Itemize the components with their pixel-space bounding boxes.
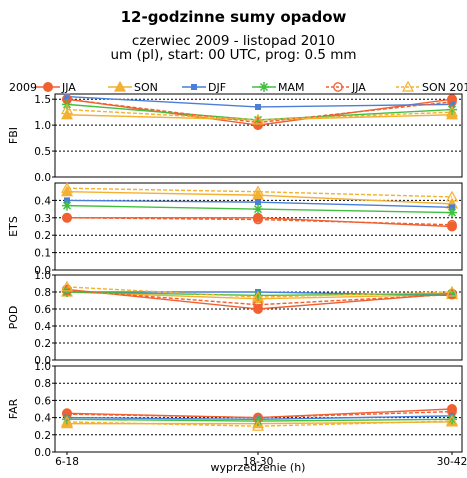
y-tick-label-ets: 0.0 [34,265,51,277]
series-line-far-6 [66,420,453,427]
data-point-fbi-4-2 [253,114,263,125]
y-tick-label-fbi: 1.0 [34,120,51,132]
data-point-pod-4-1 [62,287,72,297]
y-tick-label-far: 0.4 [34,413,51,425]
y-tick-label-ets: 0.3 [34,213,51,225]
series-line-fbi-6 [66,108,453,121]
legend-marker-6 [401,80,415,92]
data-point-ets-4-1 [62,200,72,211]
data-point-fbi-3-2 [255,103,261,110]
y-tick-label-pod: 0.4 [34,321,51,333]
series-line-pod-5 [66,289,453,306]
y-tick-label-pod: 0.2 [34,338,51,350]
y-tick-label-far: 0.6 [34,395,51,407]
x-tick-label: 30-42 [437,456,467,468]
data-point-fbi-6-2 [251,113,265,125]
data-point-fbi-4-3 [447,104,457,115]
chart-subtitle-line-1: czerwiec 2009 - listopad 2010 [131,33,336,49]
data-point-ets-3-3 [449,204,455,211]
data-point-pod-4-2 [253,290,263,301]
chart-title: 12-godzinne sumy opadow [120,8,347,26]
data-point-ets-5-3 [447,219,457,230]
y-tick-label-fbi: 0.0 [34,172,51,184]
legend-label-6: SON 2010 [422,81,467,94]
data-point-fbi-2-1 [60,108,74,120]
y-axis-label-fbi: FBI [7,127,20,144]
legend-marker-5 [333,82,343,92]
data-point-ets-5-2 [253,214,263,225]
data-point-pod-6-2 [251,290,265,302]
legend-prefix: 2009 [9,81,37,94]
data-point-ets-3-2 [255,199,261,206]
chart-subtitle-line-2: um (pl), start: 00 UTC, prog: 0.5 mm [110,47,357,63]
x-axis-label: wyprzedzenie (h) [211,461,306,474]
data-point-fbi-6-3 [445,105,459,117]
data-point-pod-6-1 [60,280,74,292]
data-point-ets-4-3 [447,207,457,218]
y-tick-label-pod: 0.0 [34,355,51,367]
data-point-ets-4-2 [253,204,263,215]
data-point-pod-6-3 [445,285,459,297]
data-point-pod-4-3 [447,288,457,299]
legend-label-5: JJA [351,81,366,94]
y-tick-label-far: 0.2 [34,430,51,442]
data-point-ets-2-1 [60,185,74,197]
data-point-fbi-3-1 [64,93,70,100]
y-axis-label-far: FAR [7,398,20,419]
data-point-far-6-2 [251,419,265,431]
y-tick-label-fbi: 1.5 [34,94,51,106]
y-tick-label-ets: 0.1 [34,248,51,260]
panel-frame-far [54,365,463,453]
y-tick-label-ets: 0.2 [34,230,51,242]
x-tick-label: 6-18 [55,456,79,468]
data-point-far-6-1 [60,415,74,427]
data-point-ets-3-1 [64,197,70,204]
panel-frame-fbi [54,93,463,178]
series-line-ets-6 [66,187,453,198]
data-point-far-4-3 [447,414,457,425]
legend-label-1: JJA [61,81,76,94]
data-point-far-4-1 [62,414,72,425]
data-point-fbi-3-3 [449,101,455,108]
data-point-ets-5-1 [62,212,72,223]
series-line-far-5 [66,410,453,419]
series-line-fbi-5 [66,98,453,124]
legend-marker-2 [113,80,127,92]
series-line-pod-6 [66,286,453,298]
y-tick-label-far: 0.0 [34,447,51,459]
legend-marker-3 [191,84,197,90]
y-tick-label-pod: 0.8 [34,287,51,299]
data-point-far-5-1 [62,409,72,420]
y-axis-label-ets: ETS [7,216,20,237]
panel-frame-pod [54,274,463,361]
y-tick-label-pod: 1.0 [34,270,51,282]
panel-frame-ets [54,182,463,271]
legend-label-2: SON [134,81,158,94]
legend-label-3: DJF [208,81,226,94]
data-point-fbi-6-1 [60,103,74,115]
y-axis-label-pod: POD [7,306,20,330]
legend-label-4: MAM [278,81,305,94]
data-point-far-6-3 [445,414,459,426]
y-tick-label-far: 0.8 [34,378,51,390]
y-tick-label-pod: 0.6 [34,304,51,316]
data-point-ets-6-3 [445,190,459,202]
legend-marker-4 [259,82,269,92]
data-point-ets-6-2 [251,185,265,197]
series-line-ets-5 [66,217,453,226]
x-tick-label: 18-30 [243,456,274,468]
y-tick-label-ets: 0.4 [34,195,51,207]
y-tick-label-far: 1.0 [34,361,51,373]
data-point-ets-6-1 [60,181,74,193]
legend-marker-1 [43,82,53,92]
y-tick-label-fbi: 0.5 [34,146,51,158]
